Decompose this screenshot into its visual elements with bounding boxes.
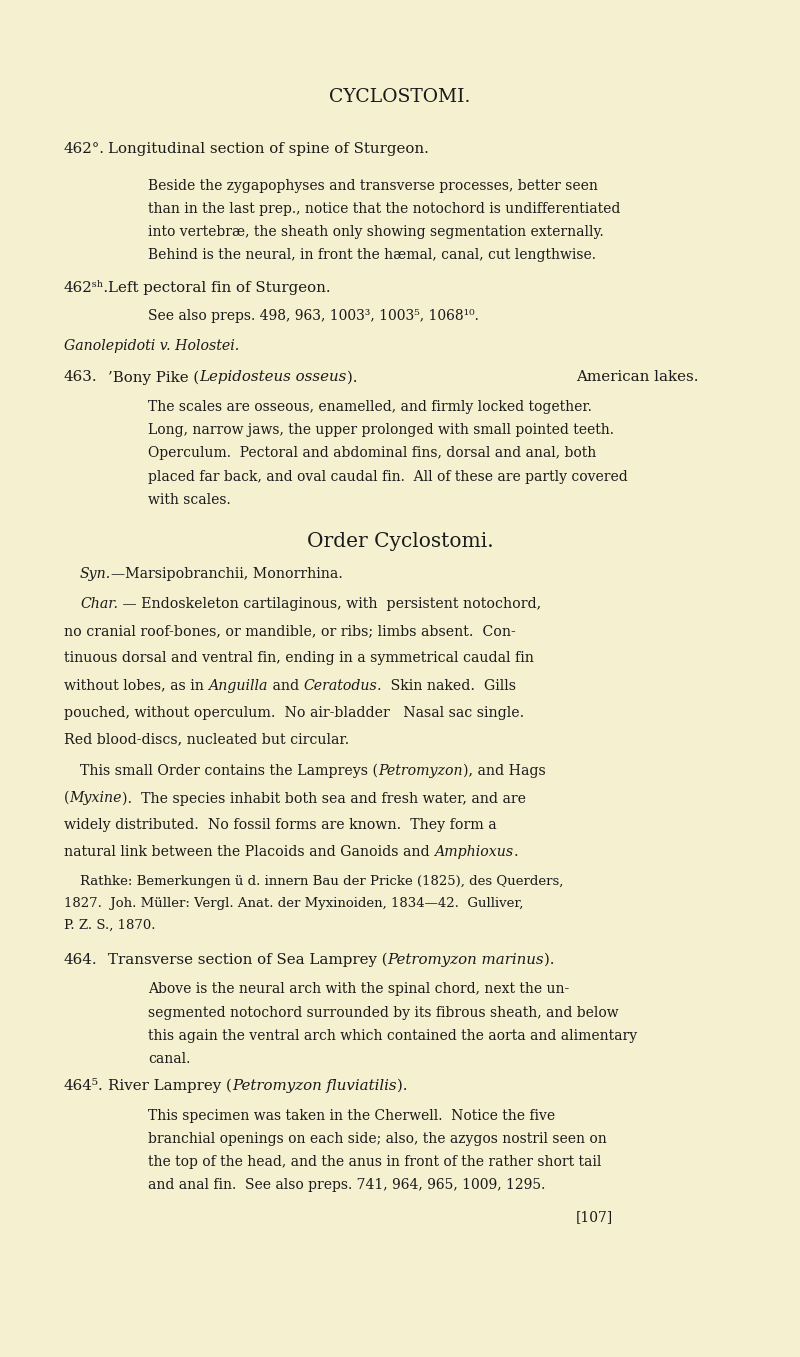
- Text: Behind is the neural, in front the hæmal, canal, cut lengthwise.: Behind is the neural, in front the hæmal…: [148, 248, 596, 262]
- Text: with scales.: with scales.: [148, 493, 230, 506]
- Text: The scales are osseous, enamelled, and firmly locked together.: The scales are osseous, enamelled, and f…: [148, 400, 592, 414]
- Text: ), and Hags: ), and Hags: [462, 764, 546, 779]
- Text: CYCLOSTOMI.: CYCLOSTOMI.: [330, 88, 470, 106]
- Text: Above is the neural arch with the spinal chord, next the un-: Above is the neural arch with the spinal…: [148, 982, 570, 996]
- Text: Ganolepidoti v. Holostei.: Ganolepidoti v. Holostei.: [64, 339, 239, 353]
- Text: ).: ).: [544, 953, 554, 966]
- Text: This specimen was taken in the Cherwell.  Notice the five: This specimen was taken in the Cherwell.…: [148, 1109, 555, 1122]
- Text: Red blood-discs, nucleated but circular.: Red blood-discs, nucleated but circular.: [64, 733, 350, 746]
- Text: Order Cyclostomi.: Order Cyclostomi.: [306, 532, 494, 551]
- Text: without lobes, as in: without lobes, as in: [64, 678, 208, 692]
- Text: pouched, without operculum.  No air-bladder   Nasal sac single.: pouched, without operculum. No air-bladd…: [64, 706, 524, 719]
- Text: segmented notochord surrounded by its fibrous sheath, and below: segmented notochord surrounded by its fi…: [148, 1006, 618, 1019]
- Text: Amphioxus: Amphioxus: [434, 845, 514, 859]
- Text: 464⁵.: 464⁵.: [64, 1079, 104, 1092]
- Text: Petromyzon fluviatilis: Petromyzon fluviatilis: [232, 1079, 397, 1092]
- Text: 1827.  Joh. Müller: Vergl. Anat. der Myxinoiden, 1834—42.  Gulliver,: 1827. Joh. Müller: Vergl. Anat. der Myxi…: [64, 897, 523, 911]
- Text: Long, narrow jaws, the upper prolonged with small pointed teeth.: Long, narrow jaws, the upper prolonged w…: [148, 423, 614, 437]
- Text: placed far back, and oval caudal fin.  All of these are partly covered: placed far back, and oval caudal fin. Al…: [148, 470, 628, 483]
- Text: 462°.: 462°.: [64, 142, 105, 156]
- Text: Beside the zygapophyses and transverse processes, better seen: Beside the zygapophyses and transverse p…: [148, 179, 598, 193]
- Text: Operculum.  Pectoral and abdominal fins, dorsal and anal, both: Operculum. Pectoral and abdominal fins, …: [148, 446, 596, 460]
- Text: branchial openings on each side; also, the azygos nostril seen on: branchial openings on each side; also, t…: [148, 1132, 606, 1145]
- Text: Petromyzon marinus: Petromyzon marinus: [388, 953, 544, 966]
- Text: Char.: Char.: [80, 597, 118, 611]
- Text: ).: ).: [397, 1079, 407, 1092]
- Text: natural link between the Placoids and Ganoids and: natural link between the Placoids and Ga…: [64, 845, 434, 859]
- Text: River Lamprey (: River Lamprey (: [108, 1079, 232, 1094]
- Text: [107]: [107]: [576, 1210, 614, 1224]
- Text: Myxine: Myxine: [70, 791, 122, 805]
- Text: tinuous dorsal and ventral fin, ending in a symmetrical caudal fin: tinuous dorsal and ventral fin, ending i…: [64, 651, 534, 665]
- Text: than in the last prep., notice that the notochord is undifferentiated: than in the last prep., notice that the …: [148, 202, 620, 216]
- Text: ).  The species inhabit both sea and fresh water, and are: ). The species inhabit both sea and fres…: [122, 791, 526, 806]
- Text: this again the ventral arch which contained the aorta and alimentary: this again the ventral arch which contai…: [148, 1029, 637, 1042]
- Text: American lakes.: American lakes.: [576, 370, 698, 384]
- Text: .  Skin naked.  Gills: . Skin naked. Gills: [377, 678, 516, 692]
- Text: Left pectoral fin of Sturgeon.: Left pectoral fin of Sturgeon.: [108, 281, 330, 294]
- Text: P. Z. S., 1870.: P. Z. S., 1870.: [64, 919, 155, 932]
- Text: and anal fin.  See also preps. 741, 964, 965, 1009, 1295.: and anal fin. See also preps. 741, 964, …: [148, 1178, 546, 1191]
- Text: This small Order contains the Lampreys (: This small Order contains the Lampreys (: [80, 764, 378, 779]
- Text: (: (: [64, 791, 70, 805]
- Text: the top of the head, and the anus in front of the rather short tail: the top of the head, and the anus in fro…: [148, 1155, 602, 1168]
- Text: 464.: 464.: [64, 953, 98, 966]
- Text: ).: ).: [346, 370, 357, 384]
- Text: widely distributed.  No fossil forms are known.  They form a: widely distributed. No fossil forms are …: [64, 818, 497, 832]
- Text: 463.: 463.: [64, 370, 98, 384]
- Text: .: .: [514, 845, 518, 859]
- Text: no cranial roof-bones, or mandible, or ribs; limbs absent.  Con-: no cranial roof-bones, or mandible, or r…: [64, 624, 516, 638]
- Text: into vertebræ, the sheath only showing segmentation externally.: into vertebræ, the sheath only showing s…: [148, 225, 604, 239]
- Text: canal.: canal.: [148, 1052, 190, 1065]
- Text: —Marsipobranchii, Monorrhina.: —Marsipobranchii, Monorrhina.: [111, 567, 343, 581]
- Text: Petromyzon: Petromyzon: [378, 764, 462, 778]
- Text: 462ˢʰ.: 462ˢʰ.: [64, 281, 109, 294]
- Text: ’Bony Pike (: ’Bony Pike (: [108, 370, 199, 385]
- Text: and: and: [268, 678, 303, 692]
- Text: Lepidosteus osseus: Lepidosteus osseus: [199, 370, 346, 384]
- Text: Anguilla: Anguilla: [208, 678, 268, 692]
- Text: Syn.: Syn.: [80, 567, 111, 581]
- Text: Transverse section of Sea Lamprey (: Transverse section of Sea Lamprey (: [108, 953, 388, 968]
- Text: See also preps. 498, 963, 1003³, 1003⁵, 1068¹⁰.: See also preps. 498, 963, 1003³, 1003⁵, …: [148, 309, 479, 323]
- Text: Longitudinal section of spine of Sturgeon.: Longitudinal section of spine of Sturgeo…: [108, 142, 429, 156]
- Text: Ceratodus: Ceratodus: [303, 678, 377, 692]
- Text: — Endoskeleton cartilaginous, with  persistent notochord,: — Endoskeleton cartilaginous, with persi…: [118, 597, 541, 611]
- Text: Rathke: Bemerkungen ü d. innern Bau der Pricke (1825), des Querders,: Rathke: Bemerkungen ü d. innern Bau der …: [80, 875, 563, 889]
